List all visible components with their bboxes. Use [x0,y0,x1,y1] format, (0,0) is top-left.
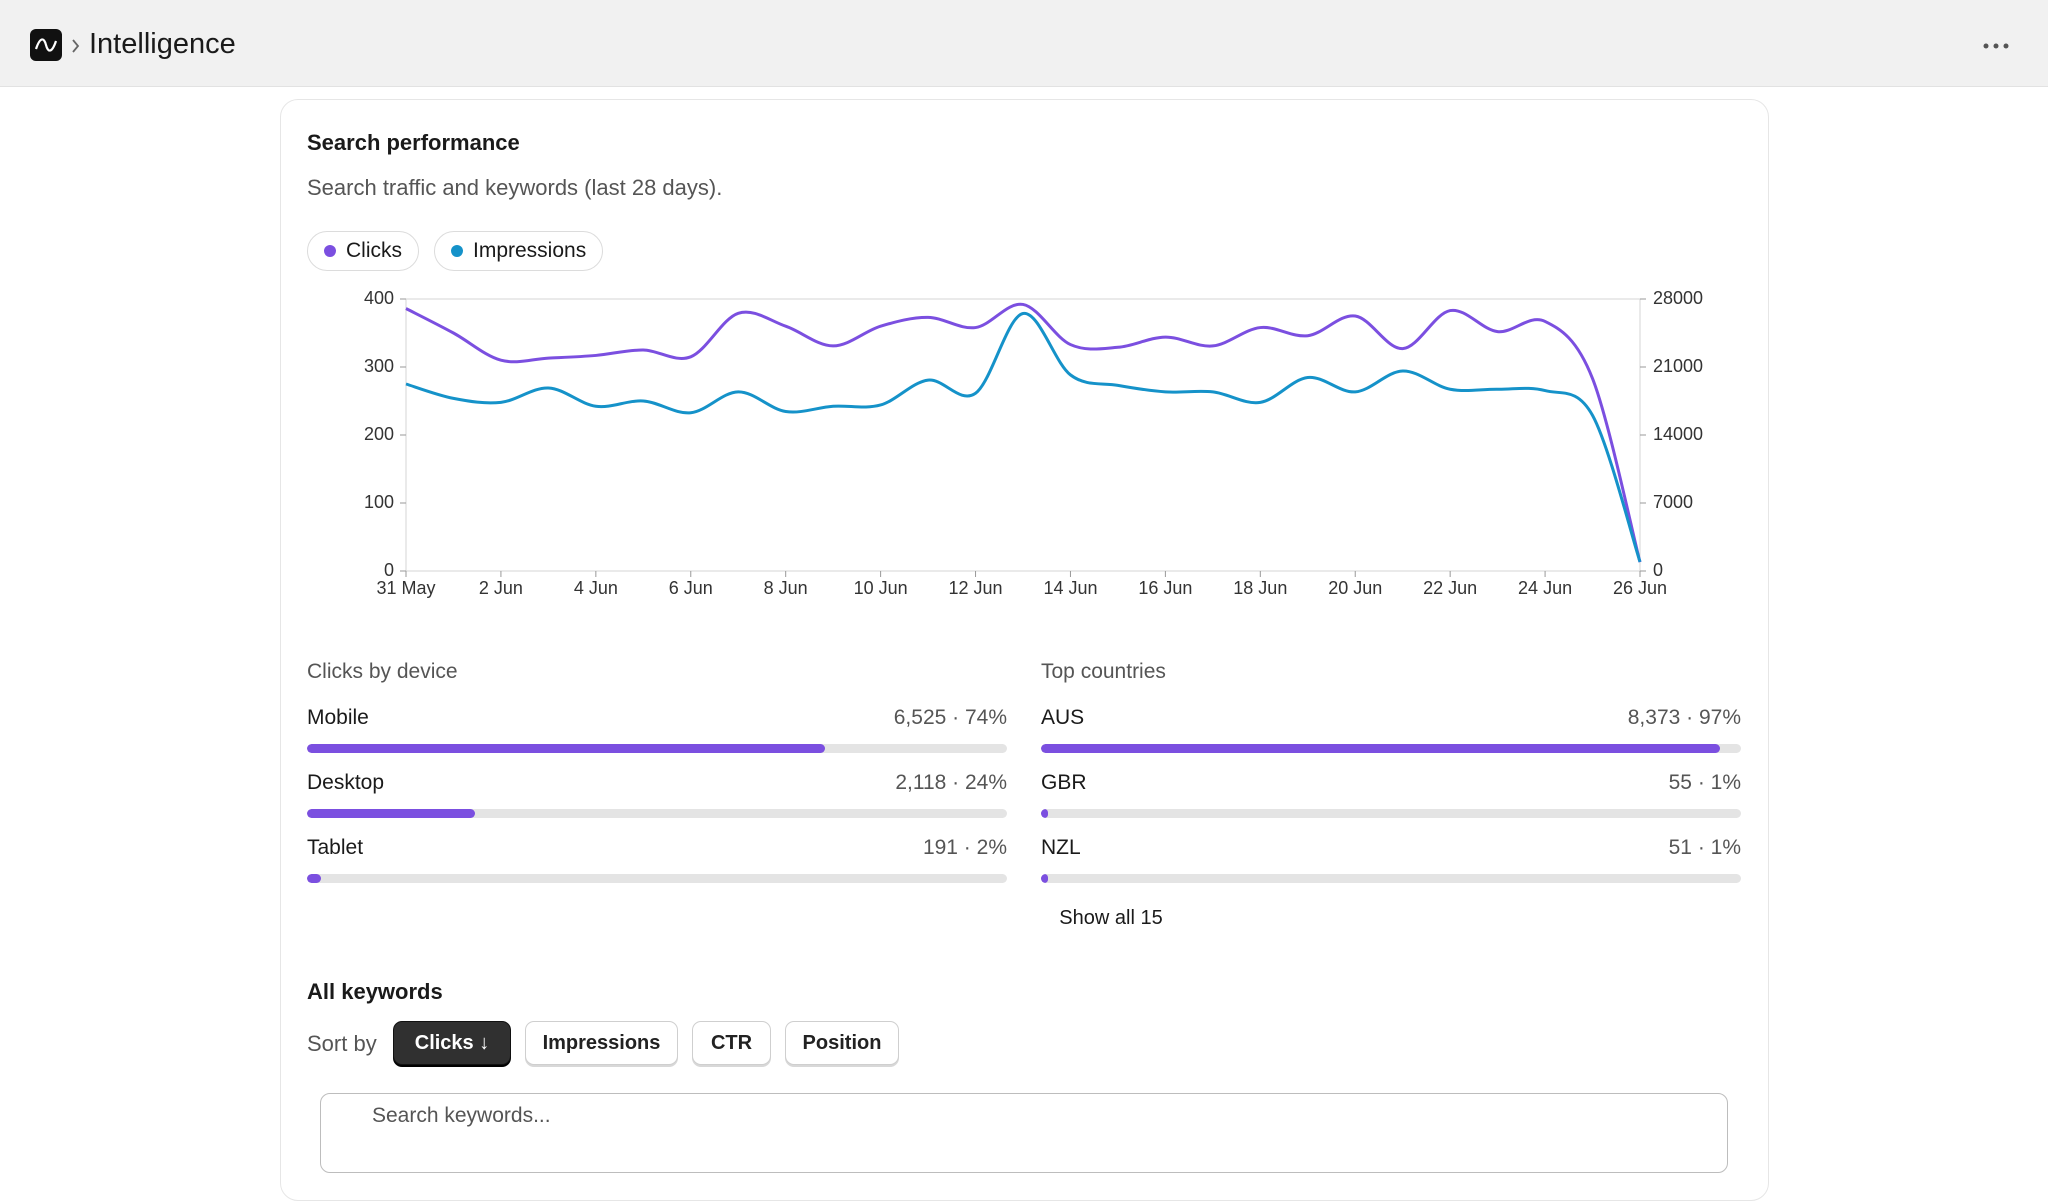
bar [1041,874,1048,883]
x-tick-label: 14 Jun [1043,578,1097,598]
bar [307,874,321,883]
section-title: Top countries [1041,660,1166,683]
row-value: 191 · 2% [922,836,1007,859]
show-all-button[interactable]: Show all 15 [1059,907,1163,929]
card-subtitle: Search traffic and keywords (last 28 day… [307,175,723,200]
breadcrumb-chevron [72,39,80,53]
row-value: 2,118 · 24% [895,771,1007,794]
legend-chip[interactable]: Clicks [307,231,419,271]
y-tick-label: 100 [364,492,394,512]
row-name: Desktop [307,771,385,794]
row-value: 8,373 · 97% [1627,706,1741,729]
x-tick-label: 22 Jun [1423,578,1477,598]
row-name: NZL [1041,836,1081,859]
chart: 0 100 200 300 400 0 7000 14000 21000 28000 31 May 2… [364,288,1703,598]
section-title: All keywords [307,979,443,1004]
y-tick-label: 300 [364,356,394,376]
x-tick-label: 18 Jun [1233,578,1287,598]
row-value: 6,525 · 74% [893,706,1007,729]
search-placeholder: Search keywords... [372,1104,551,1127]
x-tick-label: 10 Jun [854,578,908,598]
plot-frame [405,298,1641,572]
y2-tick-label: 28000 [1653,288,1703,308]
legend-label: Clicks [346,239,402,262]
app-logo[interactable] [30,29,62,61]
row-name: AUS [1041,706,1085,729]
bar-track [307,809,1007,818]
y-tick-label: 400 [364,288,394,308]
x-tick-label: 2 Jun [479,578,523,598]
x-tick-label: 4 Jun [574,578,618,598]
sort-button[interactable]: Clicks ↓ [393,1021,511,1065]
x-tick-label: 16 Jun [1138,578,1192,598]
page-title: Intelligence [89,28,236,60]
row-name: Mobile [307,706,369,729]
bar-track [1041,809,1741,818]
row-name: GBR [1041,771,1087,794]
y2-tick-label: 0 [1653,560,1663,580]
y2-tick-label: 7000 [1653,492,1693,512]
bar-track [307,744,1007,753]
x-tick-label: 31 May [376,578,435,598]
sort-button[interactable]: CTR [692,1021,771,1065]
y-tick-label: 0 [384,560,394,580]
bar [1041,744,1720,753]
bar [307,809,475,818]
row-value: 55 · 1% [1668,771,1741,794]
legend-dot [324,245,336,257]
legend-label: Impressions [473,239,587,262]
x-tick-label: 8 Jun [764,578,808,598]
bar-track [307,874,1007,883]
row-value: 51 · 1% [1668,836,1741,859]
series-line [405,311,1642,563]
card-title: Search performance [307,130,520,155]
x-tick-label: 20 Jun [1328,578,1382,598]
bar-track [1041,874,1741,883]
series-line [405,302,1642,563]
x-tick-label: 12 Jun [949,578,1003,598]
legend-dot [451,245,463,257]
legend-chip[interactable]: Impressions [434,231,604,271]
x-tick-label: 26 Jun [1613,578,1667,598]
card [280,99,1769,1201]
x-tick-label: 24 Jun [1518,578,1572,598]
bar [1041,809,1048,818]
row-name: Tablet [307,836,364,859]
top-bar: Intelligence [0,0,2048,87]
bar [307,744,825,753]
sort-button[interactable]: Impressions [525,1021,678,1065]
x-tick-label: 6 Jun [669,578,713,598]
bar-track [1041,744,1741,753]
y2-tick-label: 14000 [1653,424,1703,444]
y2-tick-label: 21000 [1653,356,1703,376]
sort-button[interactable]: Position [785,1021,899,1065]
more-menu[interactable] [1982,40,2010,52]
section-title: Clicks by device [307,660,458,683]
sort-label: Sort by [307,1031,377,1056]
y-tick-label: 200 [364,424,394,444]
